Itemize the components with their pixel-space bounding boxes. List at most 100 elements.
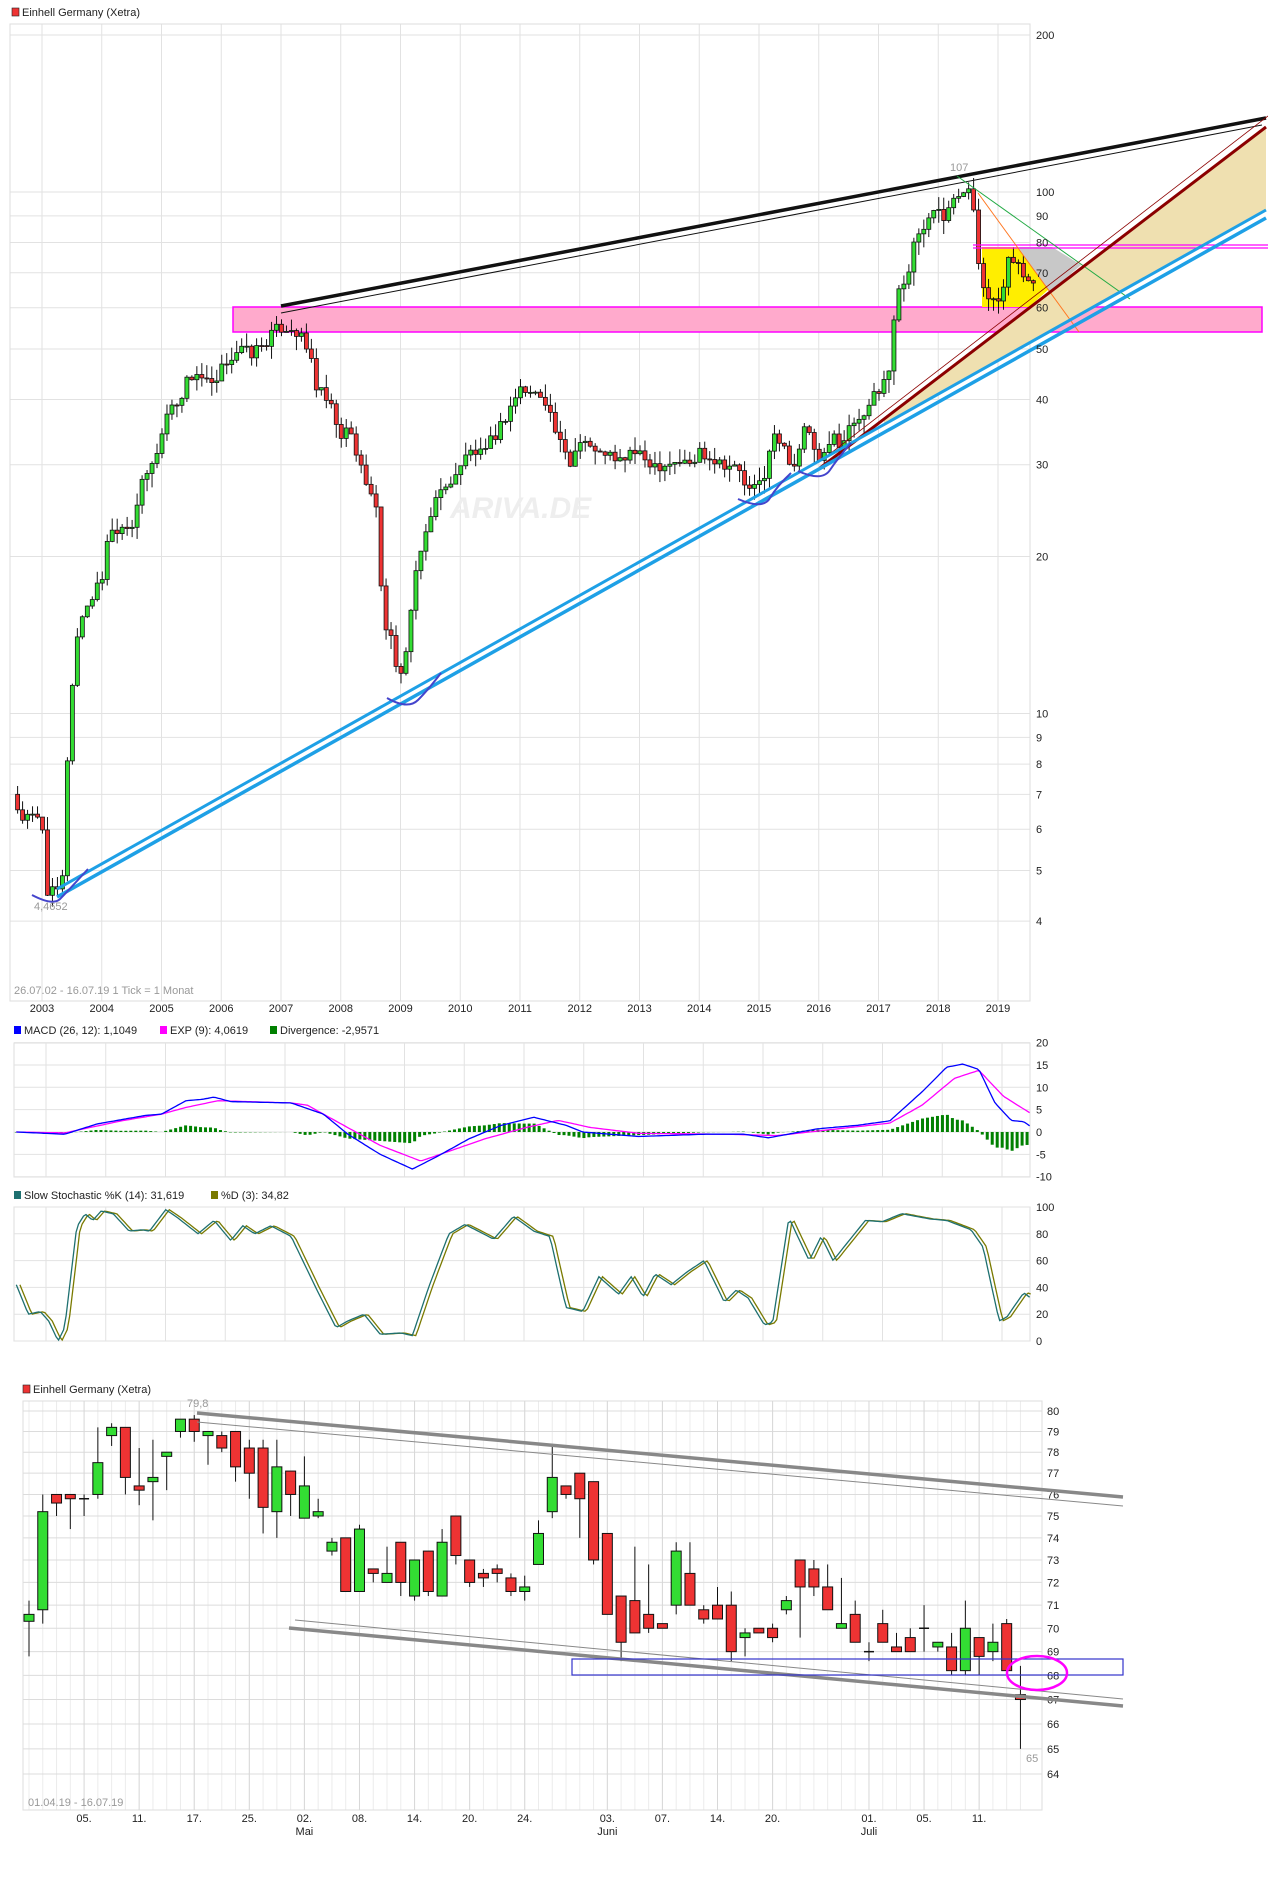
daily-range-text: 01.04.19 - 16.07.19	[28, 1797, 123, 1809]
divergence-bar	[164, 1130, 168, 1132]
candle-body	[353, 1528, 365, 1592]
daily-price-tick-label: 79	[1047, 1426, 1059, 1438]
divergence-bar	[597, 1132, 601, 1137]
daily-candle	[891, 1632, 903, 1653]
divergence-bar	[333, 1132, 337, 1136]
candle-body	[1006, 256, 1011, 288]
candle	[533, 390, 538, 396]
divergence-bar	[388, 1132, 392, 1142]
candle-body	[179, 397, 185, 406]
candle-body	[780, 1600, 792, 1611]
year-tick-label: 2017	[866, 1003, 890, 1015]
year-tick-label: 2003	[30, 1003, 54, 1015]
divergence-bar	[985, 1132, 989, 1140]
hook-marker	[31, 868, 89, 903]
daily-candle	[92, 1427, 104, 1499]
daily-candle	[919, 1605, 930, 1652]
candle-body	[826, 444, 832, 453]
candle	[916, 228, 922, 255]
year-tick-label: 2005	[149, 1003, 173, 1015]
divergence-bar	[124, 1130, 128, 1132]
daily-candle	[161, 1451, 173, 1491]
divergence-bar	[682, 1132, 686, 1134]
price-tick-label: 20	[1036, 552, 1048, 564]
date-tick-label: 14.	[407, 1813, 422, 1825]
candle-body	[109, 529, 115, 542]
daily-candle	[946, 1632, 958, 1676]
candle-body	[692, 461, 698, 464]
daily-candle	[904, 1628, 916, 1653]
candle	[498, 412, 503, 444]
daily-price-tick-label: 70	[1047, 1623, 1059, 1635]
date-tick-label: 14.	[710, 1813, 725, 1825]
candle	[737, 463, 742, 483]
candle	[752, 474, 757, 500]
candle-body	[523, 386, 528, 393]
candle-body	[363, 464, 369, 485]
candle	[244, 333, 250, 353]
divergence-bar	[477, 1125, 481, 1132]
candle-body	[961, 192, 967, 197]
year-tick-label: 2007	[269, 1003, 293, 1015]
candle-body	[139, 478, 145, 506]
daily-price-tick-label: 75	[1047, 1511, 1059, 1523]
divergence-bar	[298, 1132, 302, 1134]
daily-candle	[601, 1532, 613, 1615]
candle	[777, 429, 782, 452]
divergence-bar	[303, 1132, 307, 1135]
date-tick-label: 07.	[655, 1813, 670, 1825]
candle-body	[69, 684, 75, 762]
candle-body	[92, 1462, 104, 1495]
divergence-bar	[223, 1131, 227, 1132]
divergence-bar	[368, 1132, 372, 1141]
candle-body	[697, 447, 703, 463]
candle	[677, 449, 683, 467]
candle-body	[453, 474, 459, 485]
price-tick-label: 10	[1036, 709, 1048, 721]
daily-candle	[932, 1641, 944, 1652]
candle-body	[767, 1627, 779, 1639]
candle-body	[188, 1418, 200, 1432]
candle-body	[133, 1485, 145, 1491]
daily-candle	[436, 1529, 448, 1597]
support-zone	[232, 306, 1263, 333]
candle-body	[572, 450, 578, 467]
divergence-bar	[970, 1126, 974, 1132]
stoch-tick-label: 0	[1036, 1336, 1042, 1348]
candle-body	[134, 504, 140, 528]
candle	[69, 683, 75, 765]
candle	[338, 417, 344, 448]
candle-body	[147, 1476, 159, 1483]
candle	[996, 287, 1001, 314]
candle-body	[811, 432, 817, 450]
candle-body	[353, 433, 359, 456]
divergence-bar	[438, 1132, 442, 1133]
candle	[398, 663, 404, 684]
support-line-red-thin	[821, 115, 1268, 461]
candle	[358, 450, 364, 474]
divergence-bar	[935, 1115, 939, 1132]
support-line-blue	[56, 208, 1267, 891]
candle-body	[981, 263, 986, 289]
divergence-bar	[114, 1130, 118, 1132]
candle-body	[294, 330, 299, 337]
candle-body	[436, 1541, 448, 1597]
candle-body	[739, 1632, 751, 1639]
candle-body	[717, 459, 723, 465]
daily-candle	[312, 1498, 324, 1519]
daily-candle	[987, 1623, 999, 1662]
candle	[781, 442, 787, 450]
candle-body	[326, 1541, 338, 1552]
candle	[866, 398, 872, 420]
divergence-bar	[796, 1131, 800, 1132]
candle-body	[996, 298, 1001, 302]
candle-body	[932, 1641, 944, 1648]
divergence-bar	[577, 1132, 581, 1138]
candle-body	[303, 332, 309, 350]
highlight-circle	[1005, 1654, 1069, 1692]
candle-body	[89, 599, 95, 607]
candle-body	[647, 459, 653, 468]
candle-body	[752, 484, 757, 489]
daily-candle	[767, 1623, 779, 1643]
